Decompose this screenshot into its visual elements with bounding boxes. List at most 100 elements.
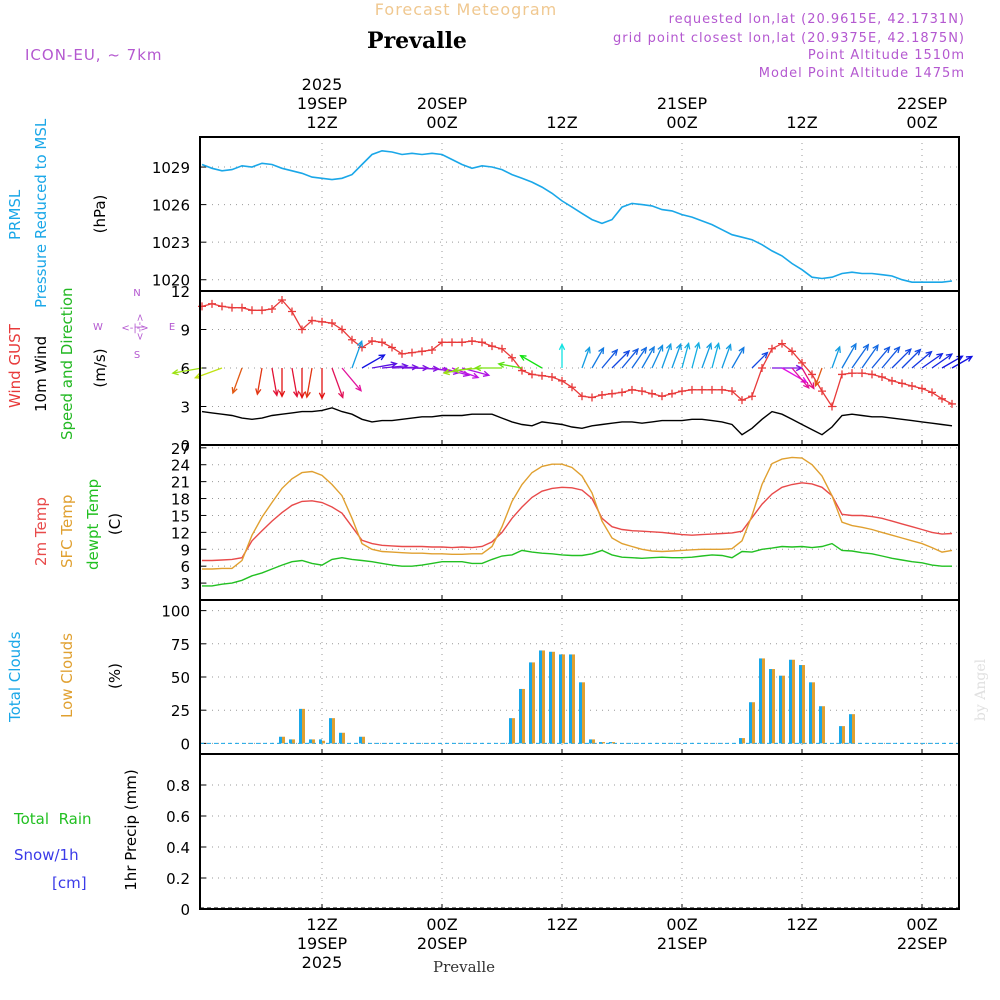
gust-marker: [478, 338, 486, 347]
low-cloud-bar: [792, 659, 795, 744]
gust-marker: [788, 347, 796, 356]
gust-marker: [928, 388, 936, 397]
gust-marker: [318, 317, 326, 326]
low-cloud-bar: [282, 736, 285, 744]
y-tick-label: 6: [180, 558, 190, 576]
low-cloud-bar: [332, 718, 335, 744]
low-cloud-bar: [782, 675, 785, 744]
gust-marker: [378, 338, 386, 347]
gust-marker: [758, 364, 766, 372]
gust-marker: [868, 370, 876, 379]
bottom-tick-label: 19SEP: [297, 934, 348, 953]
y-tick-label: 12: [171, 524, 190, 542]
gust-marker: [938, 394, 946, 403]
total-cloud-bar: [569, 654, 572, 744]
low-cloud-bar: [512, 718, 515, 744]
y-tick-label: 1023: [152, 234, 190, 252]
low-cloud-bar: [302, 708, 305, 744]
total-cloud-bar: [799, 665, 802, 744]
wind-arrow-head: [738, 346, 745, 354]
temp-label: 2m Temp: [32, 497, 50, 566]
wind-arrow: [232, 367, 243, 394]
gust-marker: [428, 346, 436, 355]
y-tick-label: 75: [171, 636, 190, 654]
wind-arrow-head: [872, 344, 879, 352]
pressure-line: [201, 149, 953, 283]
gust-marker: [838, 370, 846, 379]
wind-arrow: [891, 348, 912, 369]
model-label: ICON-EU, ~ 7km: [25, 46, 163, 64]
wind-arrow-head: [965, 355, 974, 362]
gust-marker: [818, 387, 826, 396]
wind-arrow: [498, 363, 523, 369]
low-cloud-bar: [822, 706, 825, 744]
wind-arrow: [381, 365, 408, 369]
wind-arrow-head: [945, 353, 954, 360]
low-cloud-bar: [852, 714, 855, 744]
gust-marker: [288, 307, 296, 316]
gust-marker: [598, 390, 606, 399]
compass-w: W: [93, 322, 103, 333]
top-tick-label: 20SEP: [417, 94, 468, 113]
wind-arrow-head: [378, 354, 386, 361]
top-tick-label: 2025: [302, 75, 343, 94]
gust-marker: [448, 338, 456, 347]
requested-coords: requested lon,lat (20.9615E, 42.1731N): [669, 12, 965, 27]
total-cloud-bar: [759, 658, 762, 744]
low-cloud-bar: [552, 651, 555, 744]
wind-arrow: [721, 344, 732, 369]
wind-arrow-head: [936, 352, 944, 360]
wind-arrow-head: [648, 345, 655, 354]
compass-n: N: [133, 288, 140, 299]
gust-marker: [408, 348, 416, 357]
gust-marker: [858, 369, 866, 378]
gust-marker: [738, 396, 746, 405]
wind-arrow-head: [914, 348, 922, 356]
bottom-tick-label: 2025: [302, 953, 343, 972]
wind-arrow-head: [304, 391, 311, 399]
total-cloud-bar: [779, 675, 782, 744]
gust-line: [201, 299, 953, 409]
wind-arrow: [814, 367, 823, 386]
wind-arrow: [306, 367, 313, 398]
gust-marker: [898, 379, 906, 388]
gust-marker: [398, 349, 406, 358]
total-cloud-bar: [849, 714, 852, 744]
wind-arrow: [691, 342, 700, 369]
grid-point-coords: grid point closest lon,lat (20.9375E, 42…: [613, 31, 965, 46]
clouds-panel: 0 25 50 75 100 Total Clouds Low Clouds (%): [6, 600, 959, 754]
wind-arrow-head: [883, 346, 891, 354]
total-cloud-bar: [749, 702, 752, 744]
wind-arrow: [256, 367, 263, 395]
low-cloud-bar: [592, 739, 595, 744]
wind-arrow-head: [318, 392, 326, 400]
gust-marker: [828, 402, 836, 411]
temp-line: [202, 456, 953, 570]
gust-marker: [688, 385, 696, 394]
gust-marker: [678, 387, 686, 396]
wind-arrow: [731, 347, 745, 369]
wind-arrow-head: [356, 339, 363, 348]
y-tick-label: 1020: [152, 272, 190, 290]
wind-arrow: [661, 343, 672, 369]
total-cloud-bar: [339, 732, 342, 744]
y-tick-label: 18: [171, 491, 190, 509]
gust-marker: [328, 319, 336, 328]
total-cloud-bar: [519, 688, 522, 744]
y-tick-label: 6: [180, 360, 190, 378]
wind-arrow: [861, 344, 879, 369]
gust-marker: [268, 304, 276, 313]
supertitle: Forecast Meteogram: [375, 0, 557, 19]
wind-arrow-head: [611, 348, 619, 356]
gust-marker: [488, 342, 496, 351]
pressure-label: PRMSL: [6, 189, 24, 240]
total-cloud-bar: [739, 738, 742, 744]
wind-arrow: [671, 343, 682, 369]
y-tick-label: 3: [180, 399, 190, 417]
gust-marker: [228, 303, 236, 312]
wind-arrow-head: [558, 342, 566, 351]
low-cloud-bar: [602, 742, 605, 744]
top-tick-label: 12Z: [546, 113, 577, 132]
wind-arrow-head: [802, 381, 810, 390]
top-tick-label: 00Z: [906, 113, 937, 132]
